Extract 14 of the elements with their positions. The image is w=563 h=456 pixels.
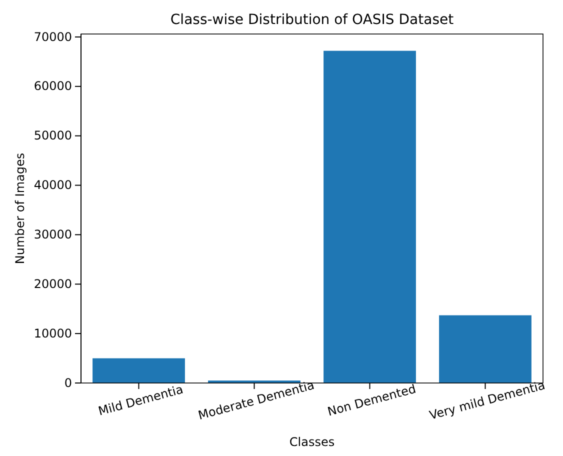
x-axis-title: Classes bbox=[289, 435, 335, 449]
y-tick-label: 0 bbox=[64, 376, 72, 390]
bar bbox=[324, 50, 416, 383]
y-tick-label: 20000 bbox=[34, 276, 72, 291]
y-axis-title: Number of Images bbox=[13, 152, 27, 264]
y-tick-label: 30000 bbox=[34, 228, 72, 242]
bar bbox=[92, 358, 185, 383]
y-tick-label: 60000 bbox=[34, 79, 72, 94]
chart-title: Class-wise Distribution of OASIS Dataset bbox=[170, 12, 454, 28]
y-tick-label: 40000 bbox=[34, 178, 72, 192]
y-tick-label: 70000 bbox=[34, 30, 72, 44]
bar bbox=[439, 315, 532, 383]
y-tick-label: 50000 bbox=[34, 128, 72, 143]
y-tick-label: 10000 bbox=[34, 326, 72, 340]
